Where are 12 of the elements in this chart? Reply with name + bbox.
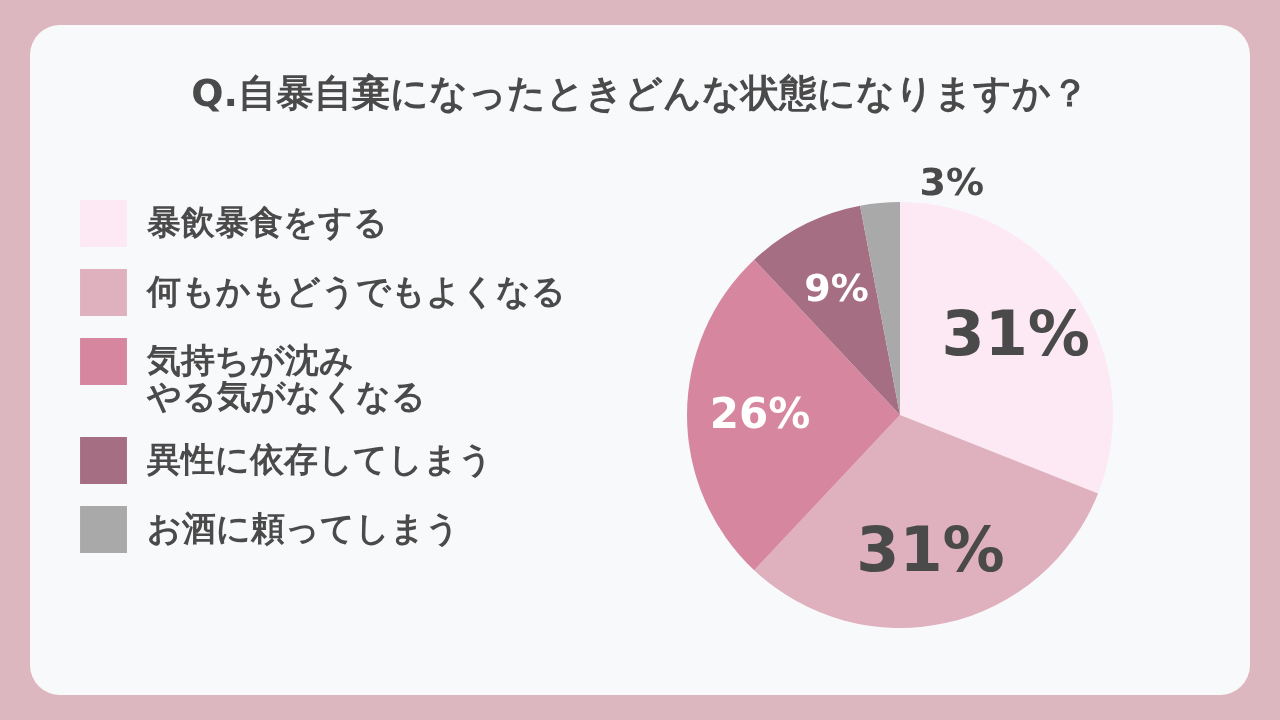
legend-label: 暴飲暴食をする — [146, 201, 388, 242]
data-label: 31% — [856, 512, 1005, 586]
legend-label: 異性に依存してしまう — [147, 438, 493, 479]
legend-label: 何もかもどうでもよくなる — [145, 270, 566, 311]
legend-label: お酒に頼ってしまう — [147, 507, 460, 548]
legend-label: 気持ちが沈みやる気がなくなる — [146, 339, 426, 416]
data-label: 9% — [804, 266, 869, 311]
pie-slice — [900, 202, 1113, 494]
data-label: 31% — [941, 297, 1090, 371]
data-label: 26% — [709, 389, 811, 438]
chart-title: Q.自暴自棄になったときどんな状態になりますか？ — [190, 70, 1090, 117]
data-label: 3% — [919, 160, 985, 205]
